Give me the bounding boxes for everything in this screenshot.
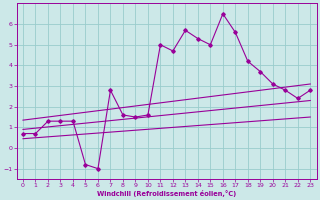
X-axis label: Windchill (Refroidissement éolien,°C): Windchill (Refroidissement éolien,°C) [97,190,236,197]
